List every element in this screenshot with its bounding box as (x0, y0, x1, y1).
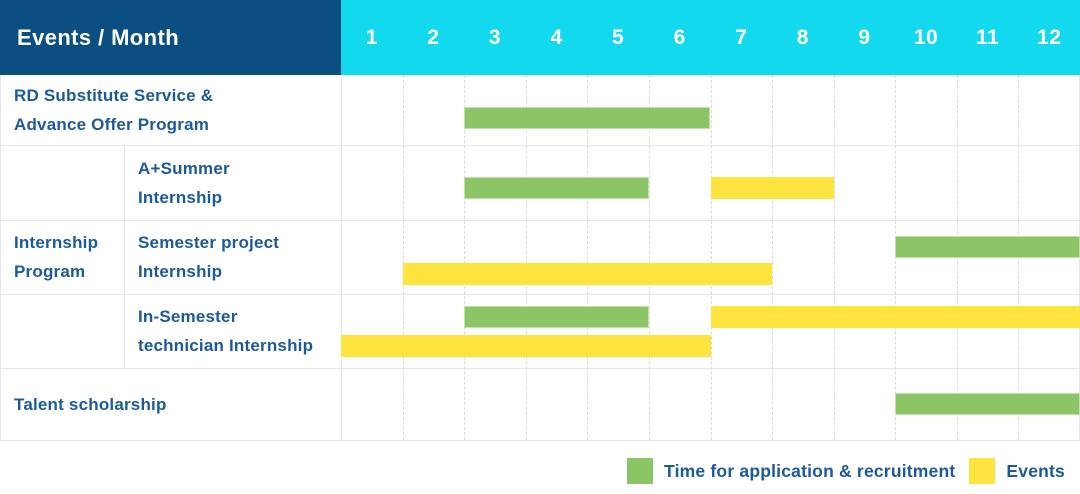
month-gridline (525, 75, 527, 440)
legend-item-event: Events (969, 458, 1065, 484)
row-label-in-semester-technician-line: In-Semester (138, 307, 238, 326)
table-left-border (0, 75, 1, 440)
month-label-8: 8 (796, 25, 809, 49)
bar-event (402, 263, 773, 285)
bar-application (464, 177, 649, 199)
bar-application (464, 107, 711, 129)
month-label-6: 6 (673, 25, 686, 49)
group-label-internship-program-line: Program (14, 261, 86, 281)
month-gridline (464, 75, 466, 440)
row-separator (0, 294, 1080, 295)
row-label-rd-substitute: RD Substitute Service & Advance Offer Pro… (0, 75, 341, 145)
group-sublabel-divider (124, 145, 125, 368)
legend-item-application: Time for application & recruitment (627, 458, 955, 484)
legend-swatch-application (627, 458, 654, 484)
legend-label-event: Events (1006, 460, 1065, 481)
group-label-internship-program-line: Internship (14, 232, 99, 252)
month-label-10: 10 (913, 25, 939, 49)
bar-event (710, 306, 1080, 328)
row-separator (0, 440, 1080, 441)
row-label-in-semester-technician: In-Semester technician Internship (124, 294, 341, 368)
month-gridline (772, 75, 774, 440)
legend: Time for application & recruitment Events (627, 456, 1065, 486)
row-label-rd-substitute-line: Advance Offer Program (14, 115, 210, 134)
row-label-a-plus-summer: A+Summer Internship (124, 145, 341, 220)
label-chart-divider (341, 75, 342, 440)
row-separator (0, 220, 1080, 221)
events-month-header-cell: Events / Month (0, 0, 341, 75)
bar-application (895, 393, 1080, 415)
row-label-semester-project: Semester project Internship (124, 220, 341, 294)
month-label-11: 11 (976, 25, 1000, 49)
month-label-5: 5 (612, 25, 625, 49)
month-header-row: 1 2 3 4 5 6 7 8 9 10 11 12 (341, 0, 1080, 75)
group-label-internship-program: Internship Program (0, 145, 124, 368)
bar-event (710, 177, 834, 199)
row-label-in-semester-technician-line: technician Internship (138, 336, 314, 355)
month-label-12: 12 (1037, 25, 1062, 49)
month-gridline (648, 75, 650, 440)
bar-application (464, 306, 649, 328)
month-gridline (402, 75, 404, 440)
legend-label-application: Time for application & recruitment (664, 460, 956, 481)
bar-event (341, 335, 711, 357)
events-month-header-label: Events / Month (17, 24, 180, 50)
month-label-3: 3 (488, 25, 502, 49)
row-label-semester-project-line: Semester project (138, 233, 280, 252)
month-gridline (710, 75, 712, 440)
row-separator (0, 368, 1080, 369)
row-label-semester-project-line: Internship (138, 262, 223, 281)
row-label-talent-scholarship-line: Talent scholarship (14, 394, 167, 414)
row-label-rd-substitute-line: RD Substitute Service & (14, 86, 214, 105)
row-label-a-plus-summer-line: A+Summer (138, 158, 230, 178)
month-gridline (587, 75, 589, 440)
month-label-2: 2 (427, 25, 440, 49)
row-separator (0, 145, 1080, 146)
row-label-talent-scholarship: Talent scholarship (0, 368, 341, 440)
month-label-1: 1 (365, 25, 378, 49)
legend-swatch-event (969, 458, 996, 484)
month-gridline (833, 75, 835, 440)
bar-application (895, 236, 1080, 258)
month-label-7: 7 (735, 25, 748, 49)
row-label-a-plus-summer-line: Internship (138, 187, 223, 207)
month-label-9: 9 (858, 25, 871, 49)
month-label-4: 4 (550, 25, 563, 49)
